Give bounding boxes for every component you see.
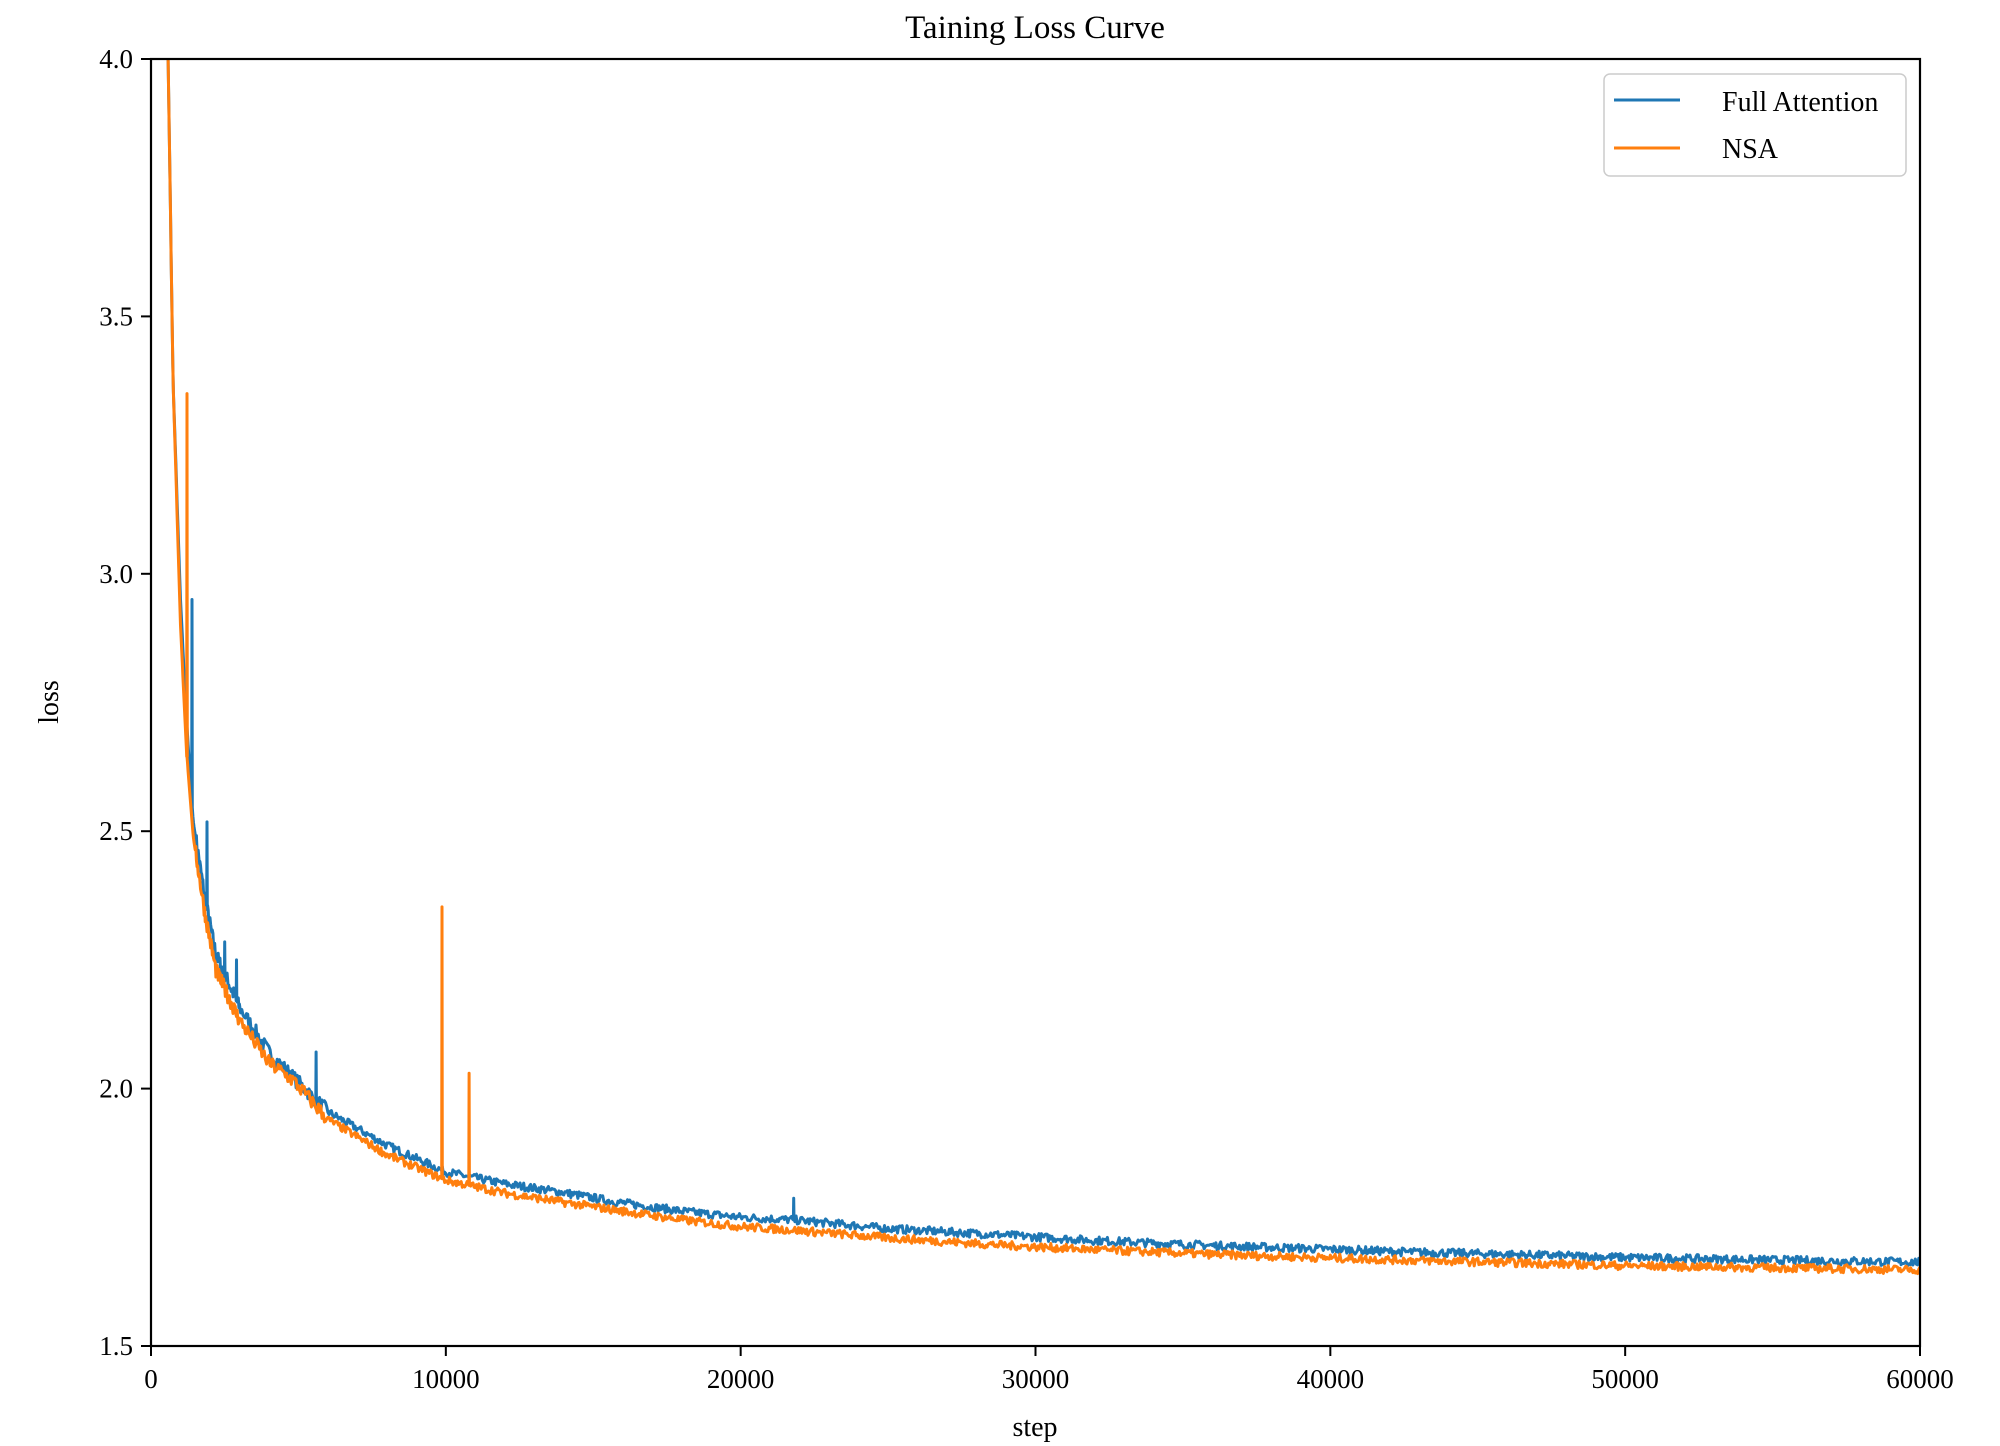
x-tick-label: 10000 [412,1364,480,1394]
y-tick-label: 1.5 [99,1331,133,1361]
legend-label-full-attention: Full Attention [1722,87,1878,118]
chart-title: Taining Loss Curve [905,10,1165,46]
x-tick-label: 60000 [1886,1364,1954,1394]
y-axis-label: loss [34,680,65,724]
legend-label-nsa: NSA [1722,134,1779,165]
y-tick-label: 3.0 [99,559,133,589]
legend: Full Attention NSA [1603,73,1907,177]
y-tick-label: 4.0 [99,44,133,74]
x-tick-label: 20000 [707,1364,775,1394]
x-tick-label: 50000 [1591,1364,1659,1394]
y-tick-label: 3.5 [99,301,133,331]
y-tick-label: 2.5 [99,816,133,846]
x-tick-label: 40000 [1297,1364,1365,1394]
series-layer [166,59,1920,1276]
x-axis: 0 10000 20000 30000 40000 50000 60000 [144,1346,1954,1394]
series-line-full-attention [166,59,1920,1267]
x-tick-label: 30000 [1002,1364,1070,1394]
series-line-nsa [166,59,1920,1276]
y-axis: 1.5 2.0 2.5 3.0 3.5 4.0 [99,44,151,1361]
x-tick-label: 0 [144,1364,158,1394]
y-tick-label: 2.0 [99,1074,133,1104]
x-axis-label: step [1012,1412,1057,1443]
